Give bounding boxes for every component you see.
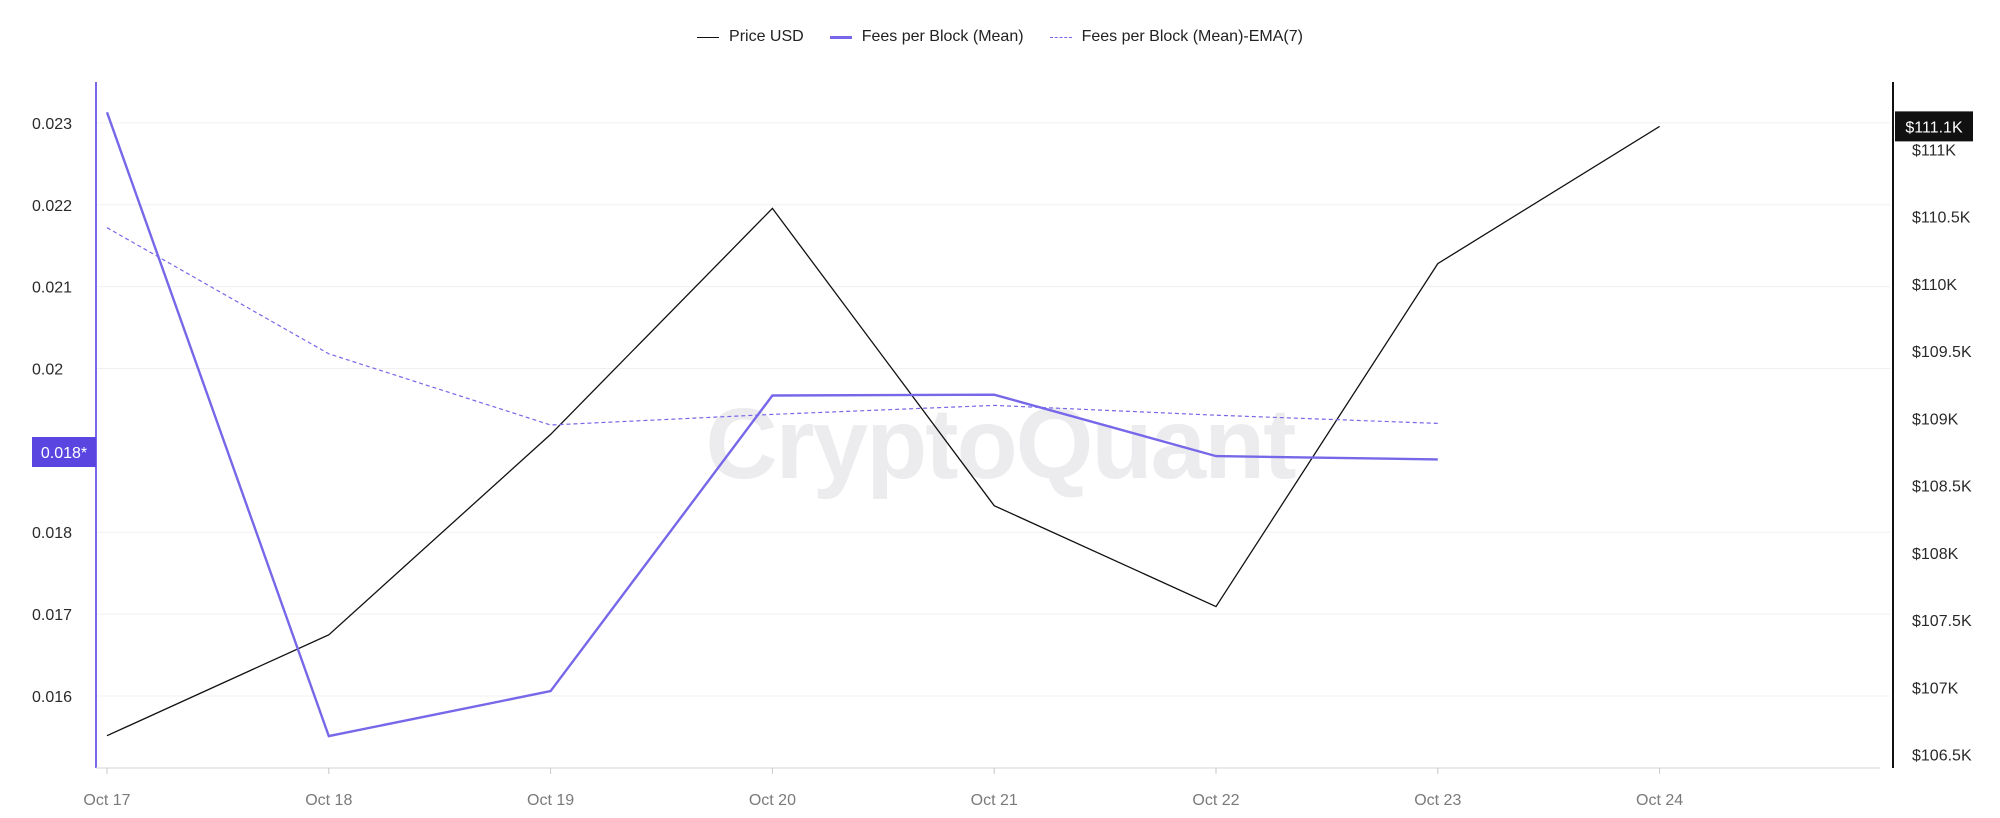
x-axis-tick-label: Oct 21 bbox=[971, 792, 1018, 809]
x-axis-tick-label: Oct 20 bbox=[749, 792, 796, 809]
legend-item-price[interactable]: Price USD bbox=[697, 28, 804, 46]
right-axis-tick-label: $109.5K bbox=[1912, 344, 1972, 361]
left-axis-tick-label: 0.018 bbox=[32, 525, 72, 542]
left-axis-tick-label: 0.02 bbox=[32, 362, 63, 379]
watermark: CryptoQuant bbox=[705, 388, 1296, 500]
legend-label-fees: Fees per Block (Mean) bbox=[861, 28, 1024, 45]
right-axis-tick-label: $107K bbox=[1912, 680, 1959, 697]
x-axis-tick-label: Oct 24 bbox=[1636, 792, 1683, 809]
right-axis-tick-label: $106.5K bbox=[1912, 748, 1972, 765]
x-axis-tick-label: Oct 22 bbox=[1192, 792, 1239, 809]
x-axis-tick-label: Oct 17 bbox=[83, 792, 130, 809]
legend-swatch-ema bbox=[1049, 36, 1072, 38]
legend-swatch-fees bbox=[829, 35, 852, 39]
right-axis-tick-label: $110K bbox=[1912, 277, 1957, 294]
price-usd-line bbox=[106, 125, 1660, 737]
left-axis-value-badge bbox=[32, 437, 96, 468]
legend-label-price: Price USD bbox=[729, 28, 804, 45]
legend-item-ema[interactable]: Fees per Block (Mean)-EMA(7) bbox=[1049, 28, 1303, 46]
right-axis-value-badge bbox=[1895, 111, 1973, 142]
left-axis-tick-label: 0.023 bbox=[32, 116, 72, 133]
x-axis-tick-label: Oct 19 bbox=[527, 792, 574, 809]
x-axis-tick-label: Oct 18 bbox=[305, 792, 352, 809]
legend-item-fees[interactable]: Fees per Block (Mean) bbox=[829, 28, 1024, 46]
right-axis-value-badge-label: $111.1K bbox=[1905, 119, 1963, 136]
x-axis-tick-label: Oct 23 bbox=[1414, 792, 1461, 809]
left-axis-tick-label: 0.016 bbox=[32, 689, 72, 706]
right-axis-tick-label: $110.5K bbox=[1912, 210, 1971, 227]
right-axis-tick-label: $108.5K bbox=[1912, 479, 1972, 496]
left-axis-tick-label: 0.021 bbox=[32, 280, 72, 297]
right-axis-tick-label: $109K bbox=[1912, 411, 1959, 428]
legend-swatch-price bbox=[697, 36, 720, 38]
left-axis-tick-label: 0.017 bbox=[32, 607, 72, 624]
left-axis-value-badge-label: 0.018* bbox=[41, 445, 87, 462]
legend-label-ema: Fees per Block (Mean)-EMA(7) bbox=[1081, 28, 1303, 45]
left-axis-tick-label: 0.022 bbox=[32, 198, 72, 215]
right-axis-tick-label: $108K bbox=[1912, 546, 1959, 563]
right-axis-tick-label: $107.5K bbox=[1912, 613, 1972, 630]
chart-legend: Price USD Fees per Block (Mean) Fees per… bbox=[0, 28, 2000, 46]
right-axis-tick-label: $111K bbox=[1912, 142, 1956, 159]
